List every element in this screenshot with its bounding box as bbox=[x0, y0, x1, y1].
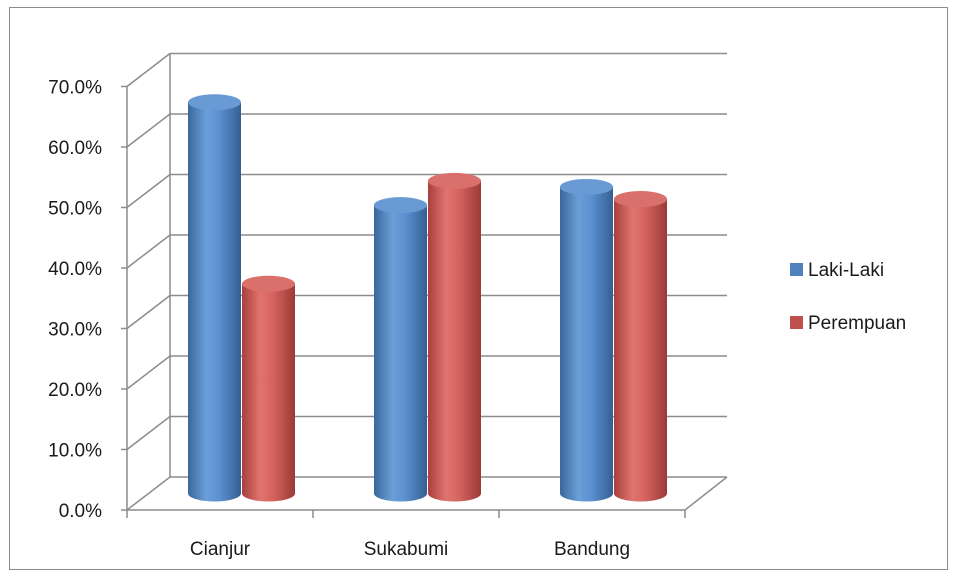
bar-top bbox=[374, 197, 427, 214]
y-axis-labels: 0.0% 10.0% 20.0% 30.0% 40.0% 50.0% 60.0% 70.0% bbox=[48, 78, 102, 523]
legend-label: Perempuan bbox=[808, 313, 906, 334]
bar-top bbox=[614, 191, 667, 208]
y-tick-label: 50.0% bbox=[48, 199, 102, 220]
y-tick-label: 60.0% bbox=[48, 138, 102, 159]
bar-body bbox=[428, 180, 481, 502]
bar-body bbox=[188, 102, 241, 502]
y-tick-label: 10.0% bbox=[48, 441, 102, 462]
gridline-side bbox=[126, 113, 171, 148]
bar-body bbox=[560, 186, 613, 502]
y-tick-label: 40.0% bbox=[48, 259, 102, 280]
gridline-side bbox=[126, 234, 171, 269]
y-tick-label: 0.0% bbox=[59, 501, 102, 522]
bar-laki-laki-sukabumi bbox=[374, 197, 427, 502]
y-tick-label: 20.0% bbox=[48, 380, 102, 401]
floor-edge bbox=[684, 476, 728, 511]
gridline-side bbox=[126, 415, 171, 451]
y-tick-label: 30.0% bbox=[48, 320, 102, 341]
gridline-side bbox=[126, 294, 171, 330]
bar-laki-laki-cianjur bbox=[188, 94, 241, 502]
x-axis-labels: Cianjur Sukabumi Bandung bbox=[190, 539, 630, 560]
gridline-side bbox=[126, 52, 171, 88]
legend-label: Laki-Laki bbox=[808, 260, 884, 281]
bar-top bbox=[242, 275, 295, 292]
bar-top bbox=[428, 172, 481, 189]
bars bbox=[188, 94, 667, 502]
legend: Laki-Laki Perempuan bbox=[790, 260, 906, 334]
bar-top bbox=[560, 178, 613, 195]
bar-perempuan-cianjur bbox=[242, 275, 295, 502]
x-tick-label: Cianjur bbox=[190, 539, 251, 560]
bar-body bbox=[374, 205, 427, 502]
y-tick-label: 70.0% bbox=[48, 78, 102, 99]
gridline-side bbox=[126, 476, 171, 511]
bar-laki-laki-bandung bbox=[560, 178, 613, 502]
bar-perempuan-bandung bbox=[614, 191, 667, 502]
x-tick-label: Bandung bbox=[554, 539, 630, 560]
x-tick-label: Sukabumi bbox=[364, 539, 449, 560]
gridline-side bbox=[126, 355, 171, 390]
bar-top bbox=[188, 94, 241, 111]
bar-perempuan-sukabumi bbox=[428, 172, 481, 502]
legend-swatch bbox=[790, 263, 803, 276]
gridline-side bbox=[126, 173, 171, 209]
bar-body bbox=[614, 199, 667, 502]
bar-body bbox=[242, 283, 295, 502]
legend-swatch bbox=[790, 316, 803, 329]
